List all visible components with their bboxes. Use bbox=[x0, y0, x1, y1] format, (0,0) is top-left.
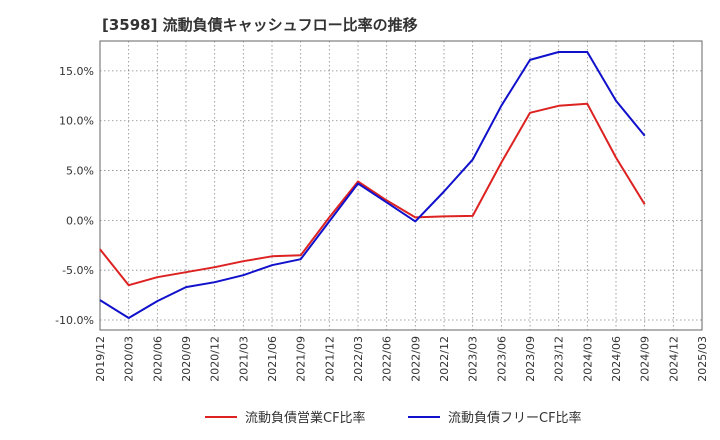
x-tick-label: 2022/12 bbox=[438, 336, 451, 382]
x-tick-label: 2020/12 bbox=[209, 336, 222, 382]
x-tick-label: 2021/09 bbox=[295, 336, 308, 382]
y-tick-label: 0.0% bbox=[66, 214, 94, 227]
chart-title: [3598] 流動負債キャッシュフロー比率の推移 bbox=[102, 16, 418, 34]
y-tick-label: -5.0% bbox=[62, 264, 94, 277]
x-tick-label: 2024/12 bbox=[667, 336, 680, 382]
series-layer bbox=[99, 51, 646, 319]
plot-area bbox=[100, 41, 702, 330]
plot-frame bbox=[99, 40, 703, 331]
x-tick-label: 2021/06 bbox=[266, 336, 279, 382]
x-tick-label: 2021/12 bbox=[323, 336, 336, 382]
x-tick-label: 2023/03 bbox=[467, 336, 480, 382]
y-tick-label: 15.0% bbox=[59, 65, 94, 78]
x-tick-label: 2024/09 bbox=[639, 336, 652, 382]
x-tick-label: 2024/06 bbox=[610, 336, 623, 382]
x-tick-label: 2023/12 bbox=[553, 336, 566, 382]
series-line-2 bbox=[99, 51, 646, 319]
series-line-1 bbox=[99, 102, 646, 287]
grid-layer bbox=[100, 41, 702, 330]
x-tick-label: 2025/03 bbox=[696, 336, 709, 382]
x-tick-label: 2024/03 bbox=[581, 336, 594, 382]
x-tick-label: 2023/09 bbox=[524, 336, 537, 382]
x-tick-label: 2020/09 bbox=[180, 336, 193, 382]
axis-layer: -10.0% -5.0% 0.0% 5.0% 10.0% 15.0% 2019/12 2020… bbox=[55, 40, 709, 382]
x-tick-label: 2022/09 bbox=[409, 336, 422, 382]
x-tick-label: 2022/06 bbox=[381, 336, 394, 382]
x-tick-label: 2020/03 bbox=[123, 336, 136, 382]
legend-label-1: 流動負債営業CF比率 bbox=[245, 410, 366, 426]
x-tick-label: 2020/06 bbox=[151, 336, 164, 382]
y-tick-label: 5.0% bbox=[66, 165, 94, 178]
y-tick-label: -10.0% bbox=[55, 314, 94, 327]
x-tick-label: 2023/06 bbox=[495, 336, 508, 382]
x-tick-label: 2021/03 bbox=[237, 336, 250, 382]
legend: 流動負債営業CF比率 流動負債フリーCF比率 bbox=[205, 410, 582, 426]
x-tick-label: 2019/12 bbox=[94, 336, 107, 382]
x-tick-label: 2022/03 bbox=[352, 336, 365, 382]
legend-label-2: 流動負債フリーCF比率 bbox=[448, 410, 582, 426]
y-tick-label: 10.0% bbox=[59, 115, 94, 128]
